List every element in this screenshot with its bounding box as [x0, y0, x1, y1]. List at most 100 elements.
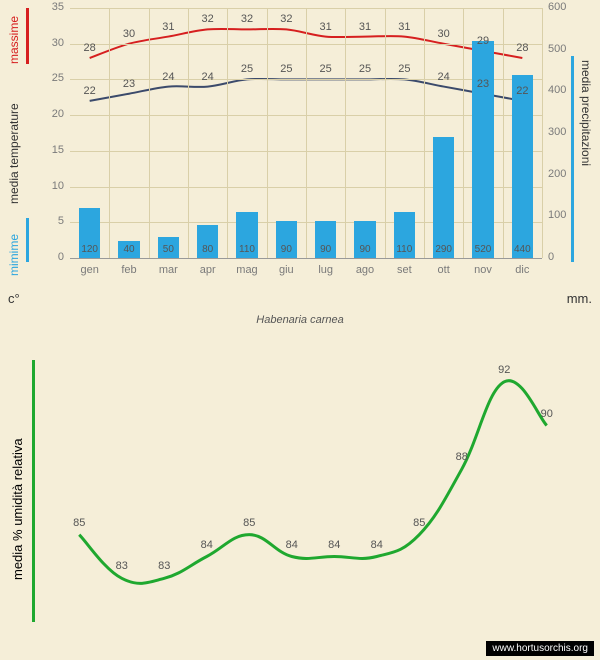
ytick-left: 10: [36, 180, 64, 192]
humidity-chart-bottom: media % umidità relativa 85 83 83 84 85 84 84 8…: [0, 330, 600, 660]
tmax-label: 29: [471, 35, 495, 47]
ytick-left: 15: [36, 144, 64, 156]
precip-value-label: 90: [311, 244, 341, 255]
ytick-right: 600: [548, 1, 566, 13]
gridline-v: [149, 8, 150, 258]
gridline-v: [227, 8, 228, 258]
unit-celsius: c°: [8, 291, 20, 306]
gridline-v: [503, 8, 504, 258]
humidity-label: 88: [450, 451, 474, 463]
humidity-label: 92: [492, 364, 516, 376]
chart2-line-overlay: [58, 360, 568, 622]
tavg-label: 23: [471, 78, 495, 90]
tmax-label: 32: [196, 13, 220, 25]
tavg-label: 25: [392, 63, 416, 75]
label-media-precip: media precipitazioni: [579, 60, 593, 200]
label-minime: mimime: [7, 218, 21, 276]
category-label: nov: [463, 264, 502, 276]
category-label: gen: [70, 264, 109, 276]
precip-value-label: 110: [232, 244, 262, 255]
legend-marker-minime: [26, 218, 29, 262]
tmax-label: 31: [314, 21, 338, 33]
tmax-label: 30: [432, 28, 456, 40]
tavg-label: 22: [78, 85, 102, 97]
tmax-label: 28: [78, 42, 102, 54]
gridline-v: [424, 8, 425, 258]
humidity-label: 84: [280, 539, 304, 551]
ytick-left: 0: [36, 251, 64, 263]
tmax-label: 32: [235, 13, 259, 25]
gridline-v: [188, 8, 189, 258]
humidity-label: 84: [195, 539, 219, 551]
label-media-temp: media temperature: [7, 74, 21, 204]
precip-bar: [472, 41, 494, 258]
legend-marker-massime: [26, 8, 29, 64]
tavg-label: 25: [314, 63, 338, 75]
ytick-left: 20: [36, 108, 64, 120]
gridline-v: [542, 8, 543, 258]
precip-value-label: 90: [350, 244, 380, 255]
precip-value-label: 110: [389, 244, 419, 255]
unit-mm: mm.: [567, 291, 592, 306]
tavg-label: 25: [353, 63, 377, 75]
ytick-right: 300: [548, 126, 566, 138]
x-axis-line: [70, 258, 542, 259]
precip-value-label: 80: [193, 244, 223, 255]
ytick-left: 25: [36, 72, 64, 84]
gridline-v: [306, 8, 307, 258]
chart2-plot-area: 858383848584848485889290: [58, 360, 568, 622]
humidity-label: 84: [322, 539, 346, 551]
tavg-label: 25: [235, 63, 259, 75]
precip-value-label: 90: [271, 244, 301, 255]
humidity-label: 83: [152, 560, 176, 572]
legend-marker-precip: [571, 56, 574, 262]
humidity-label: 90: [535, 408, 559, 420]
category-label: dic: [503, 264, 542, 276]
ytick-right: 100: [548, 209, 566, 221]
tmax-label: 32: [274, 13, 298, 25]
tmax-label: 30: [117, 28, 141, 40]
category-label: mar: [149, 264, 188, 276]
tavg-label: 24: [432, 71, 456, 83]
humidity-label: 84: [365, 539, 389, 551]
precip-value-label: 40: [114, 244, 144, 255]
ytick-right: 400: [548, 84, 566, 96]
chart1-plot-area: 051015202530350100200300400500600gen1202…: [70, 8, 542, 258]
tmax-label: 31: [353, 21, 377, 33]
humidity-label: 85: [67, 517, 91, 529]
ytick-right: 500: [548, 43, 566, 55]
gridline-v: [385, 8, 386, 258]
precip-bar: [512, 75, 534, 258]
tavg-label: 23: [117, 78, 141, 90]
tavg-label: 22: [510, 85, 534, 97]
tmax-label: 31: [156, 21, 180, 33]
precip-value-label: 50: [153, 244, 183, 255]
tmax-label: 28: [510, 42, 534, 54]
gridline-v: [463, 8, 464, 258]
humidity-label: 83: [110, 560, 134, 572]
gridline-v: [109, 8, 110, 258]
tmax-label: 31: [392, 21, 416, 33]
climate-chart-top: massime media temperature mimime media p…: [0, 0, 600, 330]
humidity-line: [79, 381, 547, 584]
label-humidity: media % umidità relativa: [10, 410, 25, 580]
precip-bar: [433, 137, 455, 258]
category-label: apr: [188, 264, 227, 276]
ytick-right: 200: [548, 168, 566, 180]
tavg-label: 24: [196, 71, 220, 83]
ytick-right: 0: [548, 251, 554, 263]
precip-value-label: 120: [75, 244, 105, 255]
humidity-label: 85: [407, 517, 431, 529]
category-label: giu: [267, 264, 306, 276]
legend-marker-humidity: [32, 360, 35, 622]
ytick-left: 35: [36, 1, 64, 13]
watermark-link[interactable]: www.hortusorchis.org: [486, 641, 594, 656]
category-label: lug: [306, 264, 345, 276]
precip-value-label: 290: [429, 244, 459, 255]
gridline-v: [267, 8, 268, 258]
tavg-label: 24: [156, 71, 180, 83]
category-label: mag: [227, 264, 266, 276]
category-label: feb: [109, 264, 148, 276]
tavg-label: 25: [274, 63, 298, 75]
precip-value-label: 520: [468, 244, 498, 255]
